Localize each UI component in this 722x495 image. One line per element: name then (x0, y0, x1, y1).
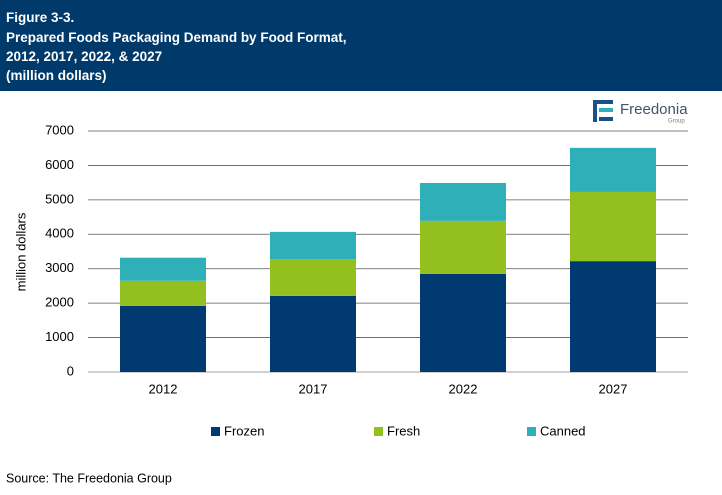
y-tick-label: 7000 (45, 122, 74, 137)
y-tick-label: 1000 (45, 329, 74, 344)
legend-label: Canned (540, 423, 586, 438)
header-line: 2012, 2017, 2022, & 2027 (6, 49, 162, 64)
bar-segment (120, 305, 206, 372)
bar-segment (270, 231, 356, 260)
x-tick-label: 2027 (599, 381, 628, 396)
bar-segment (270, 259, 356, 296)
x-tick-label: 2017 (299, 381, 328, 396)
legend-label: Frozen (224, 423, 264, 438)
y-tick-label: 4000 (45, 226, 74, 241)
bar-segment (120, 257, 206, 281)
legend-swatch (527, 427, 536, 436)
logo-sub: Group (668, 119, 685, 125)
bar-segment (270, 295, 356, 372)
logo-name: Freedonia (620, 101, 688, 118)
header-line: Figure 3-3. (6, 10, 74, 25)
y-tick-label: 6000 (45, 157, 74, 172)
bar-segment (570, 191, 656, 262)
bar-segment (420, 220, 506, 274)
y-tick-label: 0 (67, 363, 74, 378)
bar-segment (570, 261, 656, 372)
logo-icon (593, 100, 613, 122)
x-tick-label: 2012 (149, 381, 178, 396)
legend-swatch (211, 427, 220, 436)
header-line: Prepared Foods Packaging Demand by Food … (6, 30, 347, 45)
bar-segment (420, 273, 506, 372)
bar-segment (120, 280, 206, 306)
y-axis-label: million dollars (13, 212, 28, 291)
source: Source: The Freedonia Group (6, 471, 172, 485)
header-line: (million dollars) (6, 68, 107, 83)
bar-segment (420, 182, 506, 221)
y-tick-label: 5000 (45, 191, 74, 206)
header-band (0, 0, 722, 91)
bar-segment (570, 147, 656, 192)
y-tick-label: 3000 (45, 260, 74, 275)
x-tick-label: 2022 (449, 381, 478, 396)
y-tick-label: 2000 (45, 295, 74, 310)
legend-swatch (374, 427, 383, 436)
legend-label: Fresh (387, 423, 420, 438)
